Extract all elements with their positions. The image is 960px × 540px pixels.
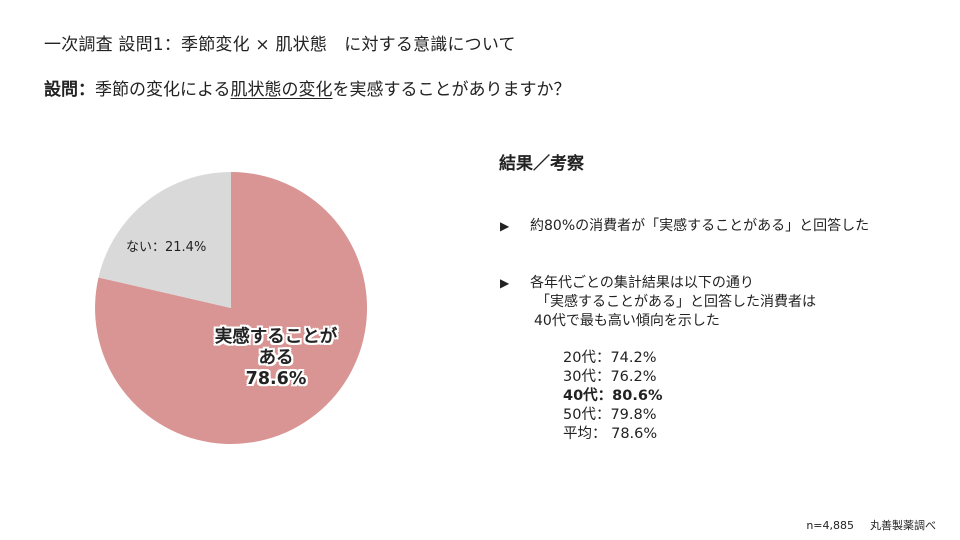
bullet-line: 「実感することがある」と回答した消費者は (536, 294, 816, 310)
age-row-40s-highlight: 40代：80.6% (563, 388, 663, 404)
age-row-30s: 30代：76.2% (563, 369, 657, 385)
bullet-line: 40代で最も高い傾向を示した (534, 313, 720, 329)
pie-chart-svg (95, 171, 368, 445)
pie-slice-yes (95, 171, 368, 445)
pie-label-yes-line2: ある (258, 348, 294, 368)
pie-label-no: ない：21.4% (126, 240, 207, 255)
pie-label-yes-value: 78.6% (245, 369, 307, 389)
bullet-line: 各年代ごとの集計結果は以下の通り (530, 275, 754, 291)
pie-label-yes-line1: 実感することが (214, 327, 338, 347)
footer-note: n=4,885 丸善製薬調べ (806, 517, 936, 533)
question-text-post: を実感することがありますか？ (332, 80, 571, 100)
triangle-bullet-icon: ▶ (500, 219, 510, 233)
age-row-average: 平均： 78.6% (563, 426, 658, 442)
survey-question: 設問：季節の変化による肌状態の変化を実感することがありますか？ (44, 75, 571, 100)
age-row-50s: 50代：79.8% (563, 407, 657, 423)
question-text-underlined: 肌状態の変化 (230, 80, 333, 100)
page-title: 一次調査 設問1：季節変化 × 肌状態 に対する意識について (44, 35, 516, 55)
question-text-pre: 季節の変化による (95, 80, 231, 100)
bullet-line: 約80%の消費者が「実感することがある」と回答した (530, 218, 870, 234)
results-heading: 結果／考察 (499, 154, 584, 174)
pie-chart: ない：21.4% 実感することが ある 78.6% (95, 171, 368, 445)
triangle-bullet-icon: ▶ (500, 276, 510, 290)
pie-slice-no (98, 172, 231, 308)
age-breakdown-list: 20代：74.2% 30代：76.2% 40代：80.6% 50代：79.8% … (563, 349, 662, 444)
result-bullet-2: ▶ 各年代ごとの集計結果は以下の通り 「実感することがある」と回答した消費者は … (500, 274, 816, 331)
question-label: 設問： (44, 80, 95, 100)
sample-size: n=4,885 (806, 519, 854, 532)
age-row-20s: 20代：74.2% (563, 350, 657, 366)
pie-label-yes: 実感することが ある 78.6% (196, 327, 356, 390)
source-credit: 丸善製薬調べ (870, 519, 936, 532)
result-bullet-1: ▶ 約80%の消費者が「実感することがある」と回答した (500, 217, 869, 236)
